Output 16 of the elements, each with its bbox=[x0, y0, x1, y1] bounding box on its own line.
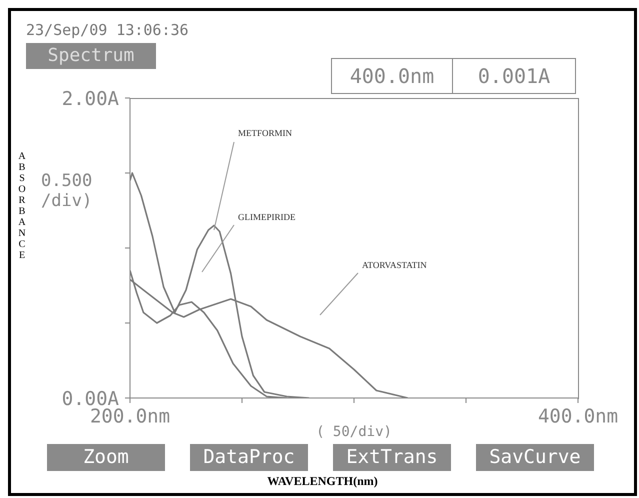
text: 23/Sep/09 13:06:36 bbox=[26, 21, 189, 39]
text: ABSORBANCE bbox=[18, 151, 26, 261]
text: 0.001A bbox=[452, 58, 576, 94]
text: ATORVASTATIN bbox=[362, 260, 428, 270]
text: Spectrum bbox=[26, 43, 156, 69]
text: ExtTrans bbox=[333, 444, 451, 471]
text: Zoom bbox=[47, 444, 165, 471]
text: 0.500 /div) bbox=[41, 171, 94, 211]
x-axis-title: WAVELENGTH(nm) bbox=[266, 474, 379, 489]
text: 400.0nm bbox=[331, 58, 453, 94]
text: METFORMIN bbox=[238, 128, 293, 138]
text: ( 50/div) bbox=[316, 424, 392, 440]
text: GLIMEPIRIDE bbox=[238, 212, 296, 222]
text: SavCurve bbox=[476, 444, 594, 471]
text: DataProc bbox=[190, 444, 308, 471]
y-tick-label: 2.00A bbox=[62, 88, 120, 110]
